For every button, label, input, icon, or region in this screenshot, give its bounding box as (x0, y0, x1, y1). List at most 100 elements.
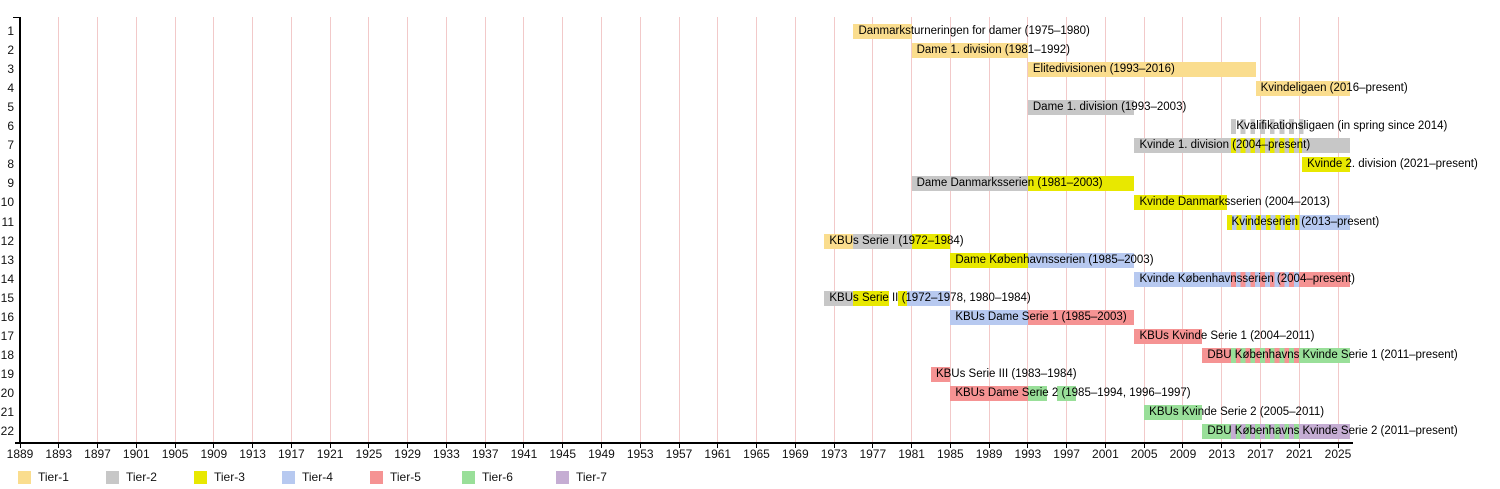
bar-segment (1231, 271, 1303, 287)
x-axis-tick (1221, 443, 1223, 448)
bar-segment (1255, 81, 1350, 97)
grid-line (1298, 17, 1300, 443)
row-number: 8 (7, 157, 14, 172)
bar-label: KBUs Dame Serie 1 (1985–2003) (955, 310, 1127, 323)
legend-label: Tier-6 (482, 470, 513, 484)
bar-segment (906, 290, 951, 306)
x-tick-label: 1949 (588, 447, 615, 461)
bar-label: KBUs Serie II (1972–1978, 1980–1984) (829, 291, 1031, 304)
bar-segment (1027, 309, 1135, 325)
x-axis-tick (833, 443, 835, 448)
grid-line (213, 17, 215, 443)
bar-segment (1027, 100, 1135, 116)
bar-label: KBUs Kvinde Serie 2 (2005–2011) (1149, 406, 1325, 418)
x-axis-tick (1337, 443, 1339, 448)
x-tick-label: 1981 (898, 447, 925, 461)
grid-line (1221, 17, 1223, 443)
x-tick-label: 1933 (433, 447, 460, 461)
bar-segment (930, 366, 951, 382)
row-number: 2 (7, 43, 14, 58)
bar-segment (1134, 328, 1203, 344)
row-number: 10 (0, 195, 14, 210)
x-tick-label: 1897 (84, 447, 111, 461)
grid-line (1337, 17, 1339, 443)
legend-swatch-tier-6 (462, 471, 475, 484)
row-number: 11 (1, 214, 14, 229)
x-axis-tick (445, 443, 447, 448)
x-axis-tick (523, 443, 525, 448)
x-tick-label: 1973 (820, 447, 848, 461)
row-number: 17 (0, 328, 14, 343)
row-number: 20 (0, 385, 14, 400)
x-tick-label: 1969 (781, 447, 809, 461)
x-axis-tick (988, 443, 990, 448)
x-axis-tick (678, 443, 680, 448)
grid-line (135, 17, 137, 443)
x-axis-tick (1182, 443, 1184, 448)
x-axis-tick (252, 443, 254, 448)
x-tick-label: 1961 (704, 447, 732, 461)
grid-line (58, 17, 60, 443)
bar-label: KBUs Kvinde Serie 1 (2004–2011) (1139, 329, 1315, 342)
legend-swatch-tier-7 (556, 471, 569, 484)
x-tick-label: 1905 (161, 447, 189, 461)
legend-label: Tier-7 (576, 470, 607, 484)
x-tick-label: 1917 (277, 447, 305, 461)
legend-swatch-tier-5 (370, 471, 383, 484)
row-number: 3 (7, 62, 14, 77)
bar-segment (1302, 214, 1350, 230)
bar-segment (853, 233, 912, 249)
x-axis-tick (1027, 443, 1029, 448)
row-number: 7 (7, 138, 14, 153)
x-axis-tick (290, 443, 292, 448)
y-axis-top-tick (13, 17, 20, 18)
bar-segment (1202, 424, 1232, 440)
x-axis-tick (600, 443, 602, 448)
legend-label: Tier-4 (302, 470, 333, 484)
bar-segment (1302, 347, 1350, 363)
x-tick-label: 1957 (665, 447, 693, 461)
grid-line (174, 17, 176, 443)
bar-label: Kvinde Danmarksserien (2004–2013) (1139, 196, 1330, 209)
bar-segment (853, 24, 912, 39)
bar-segment (1134, 138, 1232, 154)
legend-swatch-tier-1 (18, 471, 31, 484)
row-number: 5 (7, 100, 14, 115)
bar-label: KBUs Serie I (1972–1984) (829, 234, 964, 247)
row-number: 21 (0, 405, 14, 419)
row-number: 14 (0, 271, 14, 286)
row-number: 12 (0, 233, 14, 248)
bar-segment (1302, 424, 1350, 440)
grid-line (252, 17, 254, 443)
x-axis-tick (756, 443, 758, 448)
x-tick-label: 1909 (200, 447, 228, 461)
row-number: 15 (0, 290, 14, 305)
grid-line (678, 17, 680, 443)
bar-segment (1027, 385, 1048, 401)
x-axis-tick (1298, 443, 1300, 448)
x-axis-tick (19, 443, 21, 448)
x-tick-label: 1945 (549, 447, 577, 461)
x-tick-label: 1893 (45, 447, 73, 461)
bar-segment (950, 309, 1028, 325)
bar-label: Dame 1. division (1993–2003) (1032, 101, 1187, 114)
bar-segment (853, 290, 890, 306)
bar-segment (1302, 271, 1350, 287)
x-tick-label: 2013 (1208, 447, 1236, 461)
bar-segment (1027, 252, 1135, 268)
bar-label: Danmarksturneringen for damer (1975–1980… (858, 25, 1090, 37)
x-tick-label: 1925 (355, 447, 383, 461)
x-axis-tick (368, 443, 370, 448)
legend-label: Tier-5 (390, 470, 421, 484)
bar-label: Dame Danmarksserien (1981–2003) (916, 177, 1103, 190)
grid-line (523, 17, 525, 443)
x-axis-tick (1259, 443, 1261, 448)
row-number: 19 (0, 366, 14, 381)
bar-segment (950, 385, 1028, 401)
grid-line (97, 17, 99, 443)
legend-label: Tier-1 (38, 470, 69, 484)
bar-label: DBU Københavns Kvinde Serie 2 (2011–pres… (1207, 425, 1458, 438)
x-axis-tick (213, 443, 215, 448)
grid-line (1104, 17, 1106, 443)
bar-segment (898, 290, 907, 306)
